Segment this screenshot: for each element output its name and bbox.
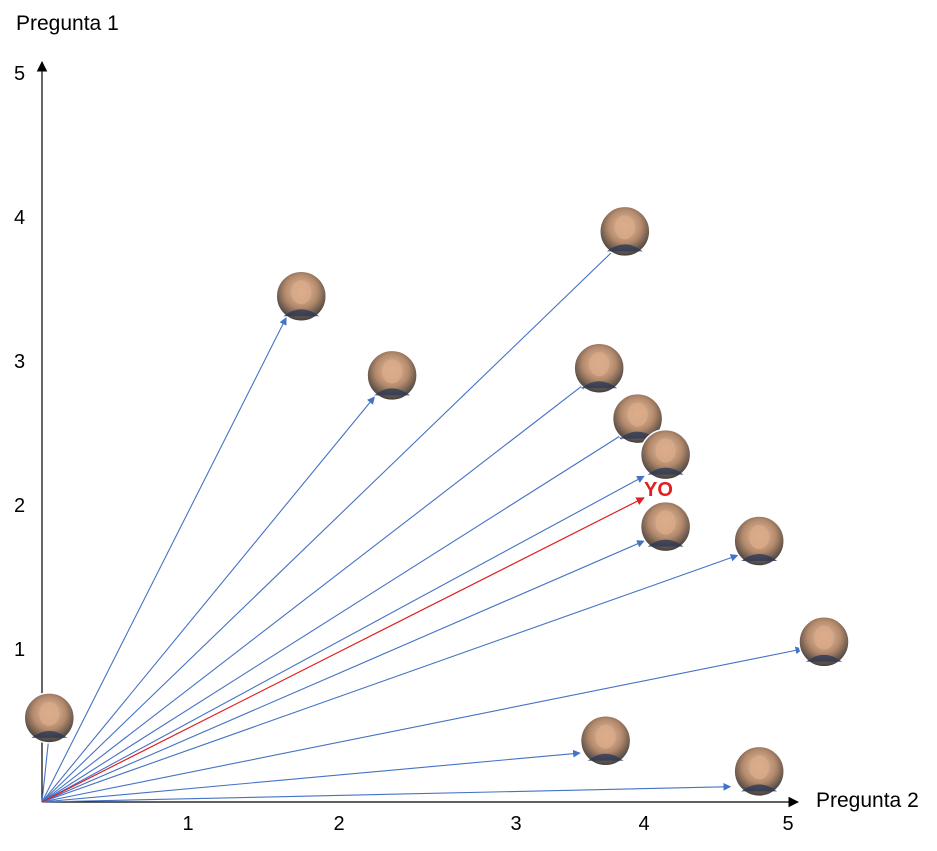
vector-9 (41, 646, 804, 803)
y-tick-label-0: 1 (14, 639, 25, 661)
vector-3 (41, 245, 619, 803)
vector-2 (41, 396, 375, 803)
y-tick-label-1: 2 (14, 495, 25, 517)
y-tick-labels: 1 2 3 4 5 (14, 63, 25, 661)
y-tick-label-2: 3 (14, 351, 25, 373)
candidate-avatar-11 (733, 745, 785, 798)
candidate-avatar-0 (23, 692, 76, 744)
you-vector (41, 497, 645, 803)
vector-0 (41, 732, 53, 803)
vector-8 (41, 554, 739, 803)
vector-5 (41, 432, 626, 803)
vector-7 (41, 540, 645, 803)
y-tick-label-4: 5 (14, 63, 25, 85)
candidate-avatar-5 (611, 392, 664, 445)
candidate-avatar-10 (579, 715, 632, 767)
x-tick-label-3: 4 (638, 813, 649, 835)
vector-4 (41, 382, 588, 803)
candidate-avatar-2 (366, 349, 418, 402)
candidate-avatar-3 (599, 205, 651, 258)
vector-11 (41, 783, 732, 803)
x-tick-label-4: 5 (782, 813, 793, 835)
candidate-avatars (23, 205, 850, 798)
x-tick-label-2: 3 (510, 813, 521, 835)
candidate-avatar-1 (275, 270, 327, 322)
candidate-vectors (41, 245, 804, 803)
y-tick-label-3: 4 (14, 207, 25, 229)
y-axis-title: Pregunta 1 (16, 12, 119, 35)
candidate-avatar-4 (573, 342, 625, 394)
vector-10 (41, 749, 581, 803)
vector-1 (41, 317, 287, 803)
x-axis-title: Pregunta 2 (816, 789, 919, 812)
you-vector-group: YO (41, 479, 673, 803)
candidate-avatar-9 (798, 616, 850, 668)
you-label: YO (644, 479, 673, 501)
candidate-avatar-6 (639, 428, 692, 481)
candidate-avatar-7 (639, 500, 692, 553)
vector-6 (41, 475, 645, 803)
x-tick-labels: 1 2 3 4 5 (182, 813, 793, 835)
candidate-avatar-8 (733, 515, 785, 567)
x-tick-label-1: 2 (333, 813, 344, 835)
x-tick-label-0: 1 (182, 813, 193, 835)
